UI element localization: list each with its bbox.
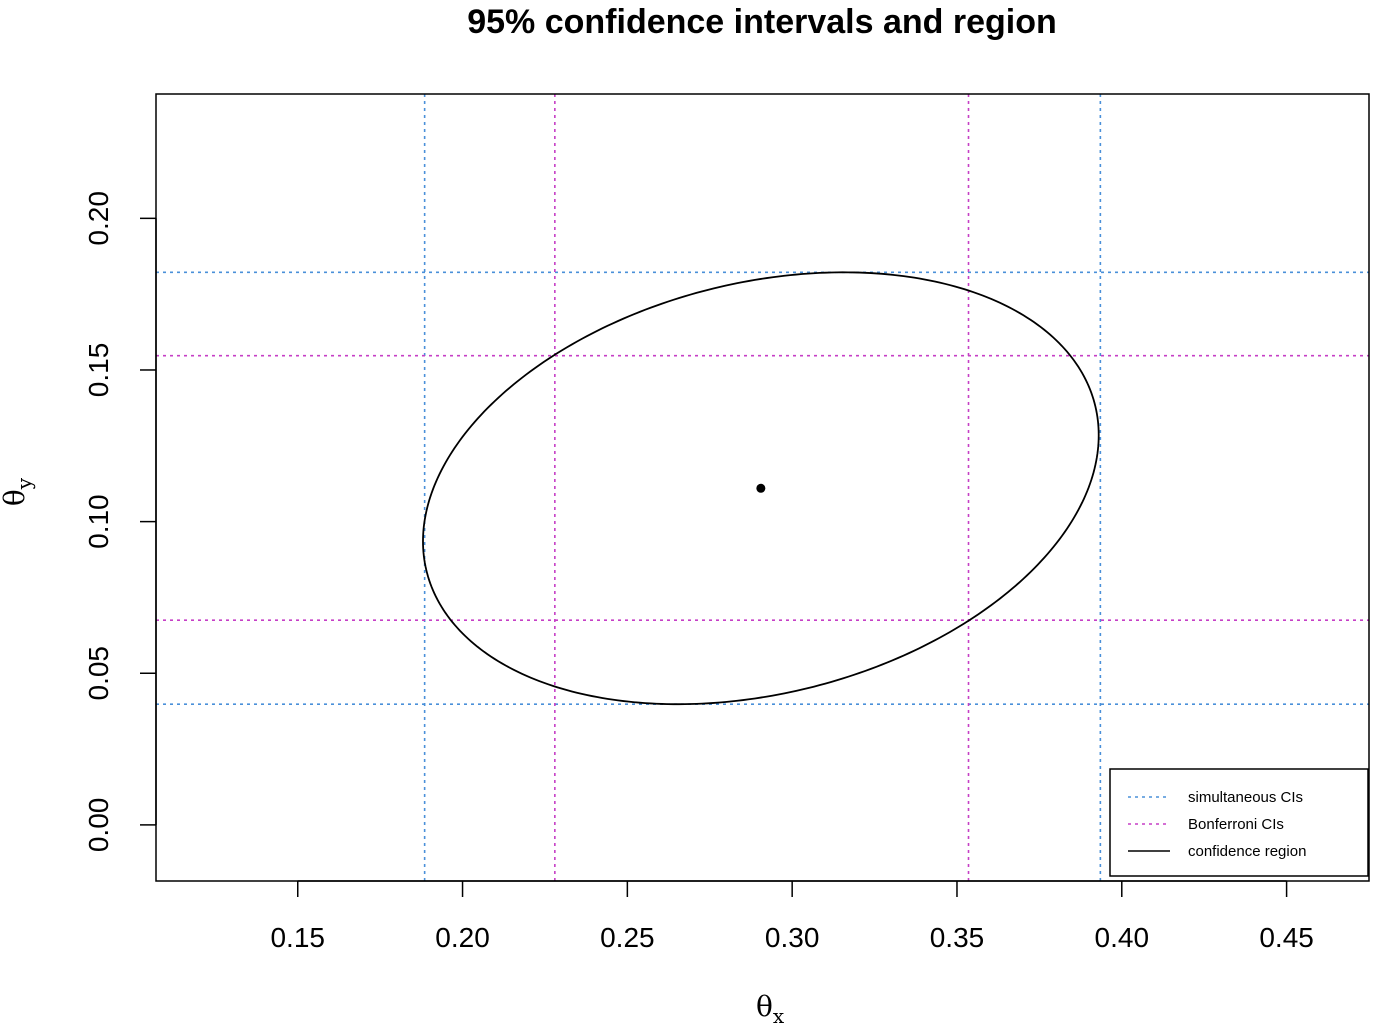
y-tick-label: 0.15 [83, 343, 114, 398]
y-tick-label: 0.20 [83, 191, 114, 246]
point-estimate [756, 483, 766, 493]
x-tick-label: 0.35 [930, 922, 985, 953]
y-axis: 0.00 0.05 0.10 0.15 0.20 [83, 191, 157, 853]
confidence-region-ellipse [422, 271, 1100, 706]
x-tick-label: 0.15 [270, 922, 325, 953]
x-tick-label: 0.30 [765, 922, 820, 953]
legend-label: confidence region [1188, 843, 1306, 860]
x-tick-label: 0.40 [1095, 922, 1150, 953]
x-axis-label-main: θ [756, 990, 773, 1023]
y-tick-label: 0.00 [83, 798, 114, 853]
legend-box [1109, 768, 1369, 877]
y-axis-label-main: θ [0, 489, 31, 506]
x-axis-label-sub: x [773, 1004, 785, 1028]
x-axis-label: θx [756, 990, 785, 1028]
y-tick-label: 0.05 [83, 646, 114, 701]
chart-title: 95% confidence intervals and region [467, 3, 1057, 41]
x-axis: 0.15 0.20 0.25 0.30 0.35 0.40 0.45 [270, 880, 1314, 953]
legend-label: simultaneous CIs [1188, 789, 1303, 806]
ci-lines [156, 94, 1369, 881]
x-tick-label: 0.25 [600, 922, 655, 953]
y-axis-label: θy [0, 477, 36, 506]
x-tick-label: 0.20 [435, 922, 490, 953]
x-tick-label: 0.45 [1259, 922, 1314, 953]
y-axis-label-sub: y [12, 477, 36, 490]
legend-label: Bonferroni CIs [1188, 816, 1284, 833]
y-tick-label: 0.10 [83, 494, 114, 549]
legend: simultaneous CIs Bonferroni CIs confidence… [1109, 768, 1369, 877]
